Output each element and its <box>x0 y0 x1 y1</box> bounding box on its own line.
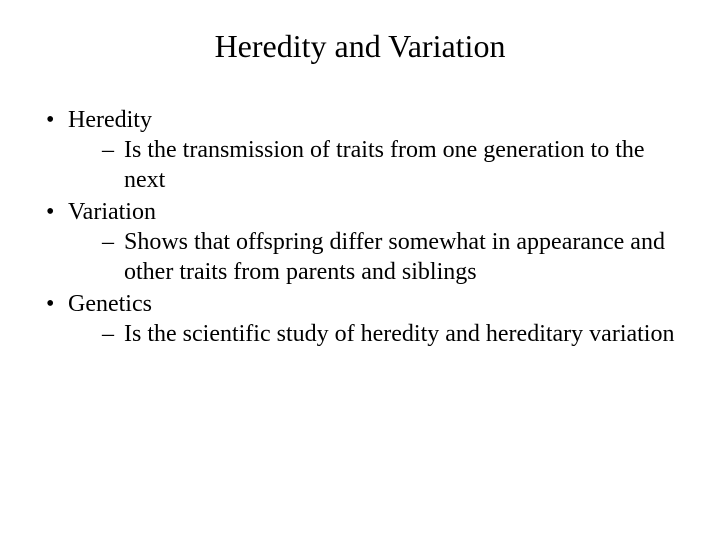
list-item: Shows that offspring differ somewhat in … <box>68 227 680 287</box>
sub-list: Is the scientific study of heredity and … <box>68 319 680 349</box>
bullet-sub: Shows that offspring differ somewhat in … <box>124 229 665 285</box>
sub-list: Shows that offspring differ somewhat in … <box>68 227 680 287</box>
list-item: Is the transmission of traits from one g… <box>68 135 680 195</box>
bullet-label: Genetics <box>68 291 152 317</box>
bullet-sub: Is the transmission of traits from one g… <box>124 137 645 193</box>
bullet-label: Variation <box>68 199 156 225</box>
list-item: Heredity Is the transmission of traits f… <box>40 105 680 195</box>
sub-list: Is the transmission of traits from one g… <box>68 135 680 195</box>
list-item: Genetics Is the scientific study of here… <box>40 289 680 349</box>
bullet-list: Heredity Is the transmission of traits f… <box>40 105 680 349</box>
bullet-sub: Is the scientific study of heredity and … <box>124 321 674 347</box>
bullet-label: Heredity <box>68 107 152 133</box>
slide-title: Heredity and Variation <box>40 28 680 65</box>
list-item: Is the scientific study of heredity and … <box>68 319 680 349</box>
slide: Heredity and Variation Heredity Is the t… <box>0 0 720 540</box>
list-item: Variation Shows that offspring differ so… <box>40 197 680 287</box>
